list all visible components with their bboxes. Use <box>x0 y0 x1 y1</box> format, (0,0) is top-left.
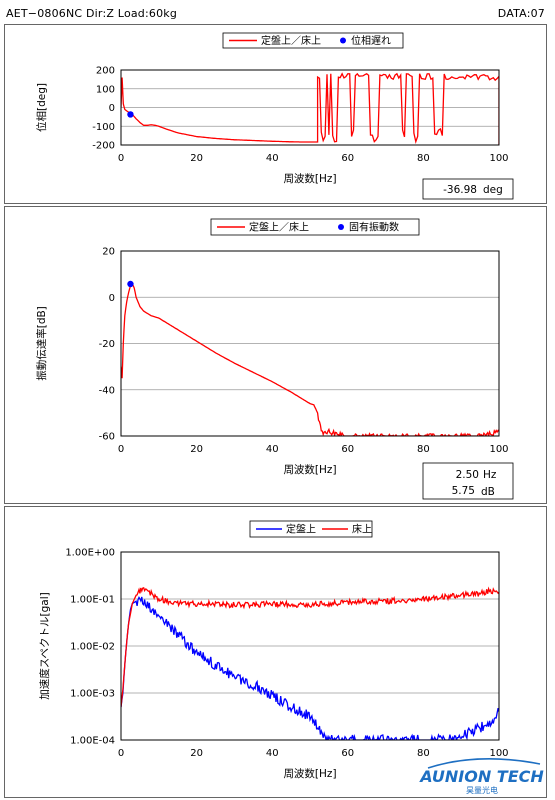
c3-xtick-label: 60 <box>341 748 354 759</box>
c3-series-line-2 <box>121 586 499 708</box>
c3-xtick-label: 100 <box>489 748 508 759</box>
c2-xtick-label: 80 <box>417 444 430 455</box>
c2-readout-freq-value: 2.50 <box>456 469 479 481</box>
c1-ytick-label: 0 <box>109 103 115 114</box>
c3-ytick-label: 1.00E-02 <box>70 642 115 653</box>
c1-marker-point <box>127 111 134 118</box>
c2-ytick-label: -20 <box>99 339 115 350</box>
c1-readout-box <box>422 178 514 200</box>
acceleration-spectrum-chart: 1.00E+00 1.00E-01 1.00E-02 1.00E-03 1.00E-04… <box>38 520 509 780</box>
logo-swoosh <box>427 758 541 769</box>
transmissibility-chart: 200-20-40-600 20 40 60 80 100周波数[Hz]振動伝達率[dB]… <box>35 218 514 500</box>
c1-xtick-label: 0 <box>118 153 124 164</box>
c3-xtick-label: 0 <box>118 748 124 759</box>
c2-xtick-label: 0 <box>118 444 124 455</box>
logo-sub-text: 昊量光电 <box>466 785 498 795</box>
c1-ytick-label: 100 <box>96 84 115 95</box>
c1-xtick-label: 40 <box>266 153 279 164</box>
c1-xtick-label: 80 <box>417 153 430 164</box>
c2-legend-marker-label: 固有振動数 <box>349 221 399 234</box>
c2-xtick-label: 20 <box>190 444 203 455</box>
transmissibility-chart-panel: 20 0 -20 -40 -60 0 20 40 60 80 100 周波数[Hz] 振動伝達率[dB]… <box>4 206 547 504</box>
c1-y-axis-label: 位相[deg] <box>35 83 48 132</box>
c1-xtick-label: 100 <box>489 153 508 164</box>
c3-legend-box <box>249 520 373 538</box>
acceleration-spectrum-chart-panel: 1.00E+00 1.00E-01 1.00E-02 1.00E-03 1.00E-04… <box>4 506 547 798</box>
c2-ytick-label: 0 <box>109 293 115 304</box>
c3-legend-label: 床上 <box>352 523 372 536</box>
c2-plot-frame <box>120 250 500 437</box>
logo-main-text: AUNION TECH <box>418 767 544 786</box>
c1-ytick-label: 200 <box>96 66 115 77</box>
c1-series-line-1 <box>121 72 499 145</box>
c2-legend-marker-swatch <box>338 224 344 230</box>
c2-y-axis-label: 振動伝達率[dB] <box>35 306 48 381</box>
c3-xtick-label: 20 <box>190 748 203 759</box>
c3-ytick-label: 1.00E-03 <box>70 689 115 700</box>
c3-y-axis-label: 加速度スペクトル[gal] <box>38 592 51 699</box>
c3-x-axis-label: 周波数[Hz] <box>283 767 336 780</box>
c2-ytick-label: -60 <box>99 432 115 443</box>
phase-chart-panel: 200 100 0 -100 -200 0 20 40 60 80 100 周波数[Hz] 位相[deg… <box>4 24 547 204</box>
c2-readout-freq-unit: Hz <box>483 469 497 481</box>
c1-xtick-label: 60 <box>341 153 354 164</box>
header-left-info: AET−0806NC Dir:Z Load:60kg <box>6 7 178 20</box>
company-logo: AUNION TECH 昊量光电 <box>418 758 544 795</box>
c1-ytick-label: -200 <box>92 141 115 152</box>
c3-plot-frame <box>120 551 500 741</box>
c1-ytick-label: -100 <box>92 122 115 133</box>
c1-x-axis-label: 周波数[Hz] <box>283 172 336 185</box>
c3-ytick-label: 1.00E-01 <box>70 595 115 606</box>
c2-readout-db-unit: dB <box>481 486 495 498</box>
c2-readout-box <box>422 462 514 500</box>
header-data-id: DATA:07 <box>497 7 545 20</box>
c3-series-line-1 <box>121 595 499 740</box>
c2-series-line-1 <box>121 282 499 436</box>
c1-xtick-label: 20 <box>190 153 203 164</box>
c1-legend-marker-swatch <box>340 37 346 44</box>
c2-readout-db-value: 5.75 <box>452 485 475 497</box>
c2-xtick-label: 60 <box>341 444 354 455</box>
c1-legend-line-label: 定盤上／床上 <box>261 34 321 47</box>
c1-legend-marker-label: 位相遅れ <box>351 34 391 47</box>
c3-ytick-label: 1.00E+00 <box>65 548 115 559</box>
c2-marker-point <box>127 280 134 288</box>
c2-ytick-label: -40 <box>99 385 115 396</box>
c2-legend-line-label: 定盤上／床上 <box>249 221 309 234</box>
c3-legend-label: 定盤上 <box>286 523 316 536</box>
c2-xtick-label: 100 <box>489 444 508 455</box>
c3-ytick-label: 1.00E-04 <box>70 736 115 747</box>
c1-plot-frame <box>120 69 500 146</box>
c2-xtick-label: 40 <box>266 444 279 455</box>
c1-readout-value: -36.98 <box>443 184 477 196</box>
c1-readout-unit: deg <box>483 184 503 196</box>
c2-x-axis-label: 周波数[Hz] <box>283 463 336 476</box>
c3-xtick-label: 80 <box>417 748 430 759</box>
c2-legend-box <box>210 218 420 236</box>
c3-xtick-label: 40 <box>266 748 279 759</box>
c1-legend-box <box>222 32 404 49</box>
c2-ytick-label: 20 <box>102 247 115 258</box>
